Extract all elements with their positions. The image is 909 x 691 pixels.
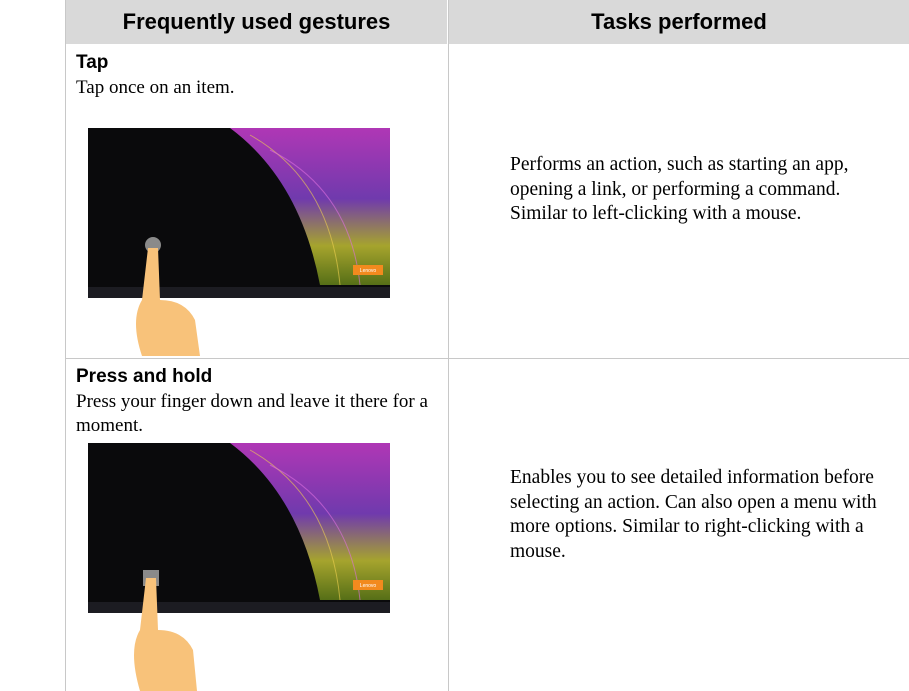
screen-image: Lenovo: [88, 128, 390, 356]
screen-image: Lenovo: [88, 443, 390, 691]
gesture-title: Press and hold: [76, 366, 213, 387]
gesture-description: Press your finger down and leave it ther…: [76, 391, 428, 436]
gesture-title: Tap: [76, 52, 109, 73]
header-cell: Frequently used gestures: [66, 0, 447, 44]
badge: Lenovo: [360, 583, 377, 589]
border: [65, 358, 909, 359]
gesture-description: Tap once on an item.: [76, 77, 235, 98]
badge: Lenovo: [360, 268, 377, 274]
header-cell: Tasks performed: [449, 0, 909, 44]
task-text: Performs an action, such as starting an …: [510, 154, 849, 224]
task-text: Enables you to see detailed information …: [510, 467, 877, 562]
border: [448, 0, 449, 691]
border: [65, 0, 66, 691]
